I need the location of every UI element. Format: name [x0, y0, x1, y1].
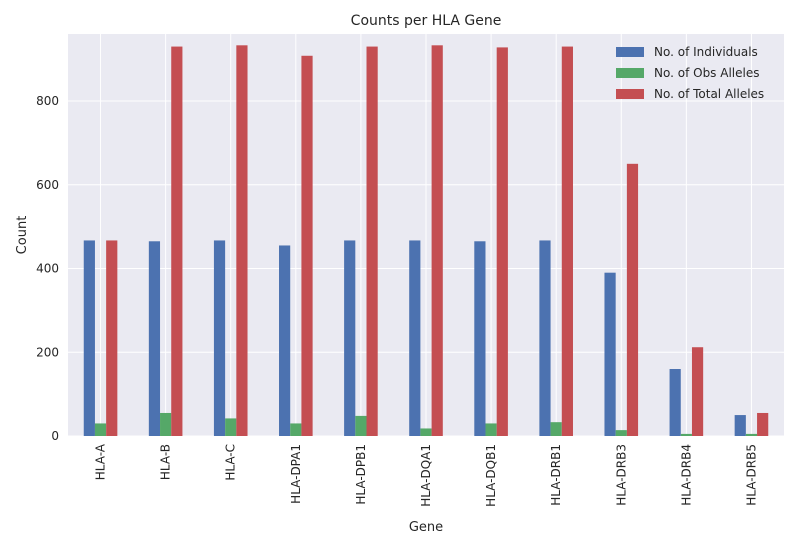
- bar-hla-drb5-series-1: [734, 415, 746, 436]
- bar-hla-dqa1-series-1: [409, 240, 421, 436]
- bar-hla-dpb1-series-2: [355, 415, 367, 436]
- x-tick-label: HLA-DRB4: [679, 444, 693, 506]
- bar-hla-c-series-2: [225, 418, 237, 436]
- bar-hla-dqa1-series-3: [431, 45, 443, 437]
- bar-hla-drb4-series-3: [691, 347, 704, 436]
- x-tick-labels: HLA-A HLA-B HLA-C HLA-DPA1 HLA-DPB1 HLA-DQA1 H…: [94, 443, 759, 507]
- bar-hla-a-series-3: [106, 240, 118, 436]
- bar-hla-c-series-3: [236, 45, 248, 437]
- bar-hla-drb3-series-2: [615, 430, 627, 436]
- y-tick-label: 200: [36, 345, 59, 359]
- bars: [83, 45, 769, 437]
- bar-hla-dqb1-series-2: [485, 423, 497, 436]
- bar-hla-drb5-series-3: [757, 412, 769, 436]
- bar-hla-c-series-1: [213, 240, 226, 436]
- bar-hla-dqb1-series-1: [474, 241, 486, 436]
- legend-label: No. of Obs Alleles: [654, 66, 759, 80]
- bar-hla-drb1-series-3: [561, 46, 573, 436]
- legend: No. of Individuals No. of Obs Alleles No. …: [616, 45, 764, 101]
- legend-label: No. of Individuals: [654, 45, 758, 59]
- x-tick-label: HLA-A: [94, 443, 108, 480]
- y-tick-label: 600: [36, 178, 59, 192]
- x-tick-label: HLA-DPB1: [354, 444, 368, 505]
- legend-swatch: [616, 68, 644, 78]
- x-axis-label: Gene: [409, 520, 443, 535]
- bar-hla-dpb1-series-3: [366, 46, 378, 436]
- x-tick-label: HLA-DPA1: [289, 444, 303, 504]
- x-tick-label: HLA-DRB5: [744, 444, 758, 506]
- legend-label: No. of Total Alleles: [654, 87, 764, 101]
- legend-swatch: [616, 89, 644, 99]
- x-tick-label: HLA-B: [159, 444, 173, 480]
- bar-hla-dpa1-series-2: [290, 423, 302, 436]
- bar-hla-dpa1-series-3: [301, 55, 313, 437]
- x-tick-label: HLA-DQB1: [484, 444, 498, 507]
- bar-hla-dpb1-series-1: [344, 240, 356, 436]
- bar-hla-drb3-series-3: [626, 163, 639, 436]
- bar-hla-b-series-3: [171, 46, 183, 436]
- bar-hla-a-series-1: [83, 240, 95, 436]
- bar-hla-drb1-series-1: [539, 240, 551, 436]
- grid-lines: [68, 34, 784, 437]
- bar-hla-drb3-series-1: [604, 272, 616, 436]
- y-tick-labels: 0 200 400 600 800: [36, 94, 59, 443]
- x-tick-label: HLA-C: [224, 444, 238, 481]
- chart-title: Counts per HLA Gene: [351, 13, 502, 29]
- bar-hla-b-series-1: [148, 241, 161, 436]
- y-tick-label: 800: [36, 94, 59, 108]
- bar-hla-drb1-series-2: [550, 422, 562, 436]
- bar-hla-a-series-2: [94, 423, 107, 436]
- bar-hla-drb4-series-1: [669, 369, 681, 436]
- y-tick-label: 400: [36, 262, 59, 276]
- y-tick-label: 0: [51, 429, 59, 443]
- bar-hla-b-series-2: [160, 412, 172, 436]
- x-tick-label: HLA-DRB3: [614, 444, 628, 506]
- legend-swatch: [616, 47, 644, 57]
- bar-hla-dpa1-series-1: [279, 245, 291, 436]
- y-axis-label: Count: [15, 216, 30, 255]
- bar-hla-dqb1-series-3: [496, 47, 508, 437]
- bar-hla-dqa1-series-2: [420, 428, 432, 436]
- bar-hla-drb4-series-2: [680, 433, 692, 436]
- x-tick-label: HLA-DRB1: [549, 444, 563, 506]
- bar-hla-drb5-series-2: [745, 433, 758, 436]
- x-tick-label: HLA-DQA1: [419, 444, 433, 507]
